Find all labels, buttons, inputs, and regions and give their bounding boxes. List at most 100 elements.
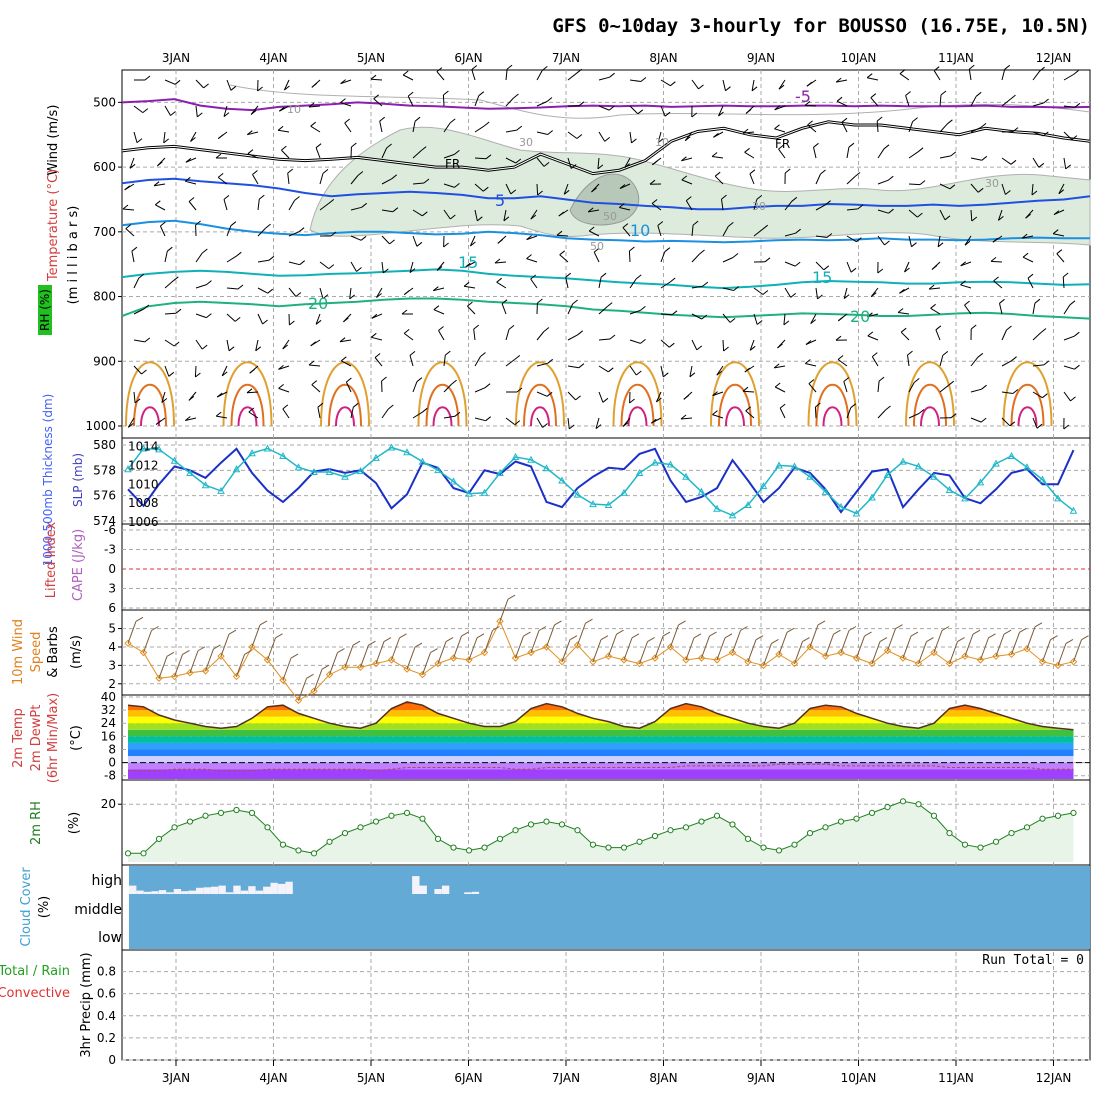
wind-barb-flag bbox=[250, 110, 257, 115]
wind-barb-flag bbox=[386, 143, 392, 149]
wind-barb bbox=[257, 259, 269, 263]
wind-barb-flag bbox=[975, 91, 982, 97]
wind-barb-flag bbox=[711, 152, 718, 157]
wind-barb-flag bbox=[854, 172, 861, 177]
wind-barb-flag bbox=[1069, 300, 1076, 306]
wind10-barb-flag bbox=[461, 631, 469, 637]
wind-barb bbox=[412, 381, 418, 393]
wind-barb bbox=[1032, 417, 1038, 429]
wind-barb-flag bbox=[1042, 131, 1049, 137]
wind-barb-flag bbox=[463, 281, 470, 287]
cloud-level-label: middle bbox=[74, 902, 122, 918]
wind-barb bbox=[598, 105, 610, 111]
wind-barb bbox=[226, 79, 232, 91]
wind-barb-flag bbox=[124, 185, 131, 191]
wind10-ylabel: (m/s) bbox=[69, 635, 84, 669]
wind-barb bbox=[379, 121, 383, 133]
wind-barb bbox=[310, 125, 321, 133]
slp-tick-label: 1008 bbox=[128, 496, 159, 510]
wind-barb-flag bbox=[423, 178, 430, 184]
wind-barb bbox=[939, 209, 946, 221]
wind-barb bbox=[598, 338, 611, 341]
rh2m-point bbox=[202, 812, 209, 819]
wind10-tick-label: 3 bbox=[108, 658, 116, 672]
wind-barb bbox=[565, 277, 569, 289]
wind-barb bbox=[1032, 131, 1044, 137]
wind-barb-flag bbox=[588, 226, 595, 232]
wind-barb bbox=[598, 131, 606, 142]
wind-barb bbox=[877, 209, 889, 214]
wind-barb bbox=[836, 100, 848, 107]
wind-barb-flag bbox=[808, 379, 815, 384]
wind10-barb bbox=[1073, 639, 1082, 662]
wind-barb bbox=[814, 406, 817, 419]
wind-barb-flag bbox=[184, 416, 191, 421]
wind-barb bbox=[505, 157, 517, 164]
wind-barb-flag bbox=[161, 398, 168, 403]
wind-barb bbox=[536, 183, 539, 196]
wind-barb-flag bbox=[340, 98, 346, 103]
wind10-barb bbox=[608, 634, 617, 657]
wind-barb-flag bbox=[443, 242, 449, 248]
rh2m-point bbox=[729, 821, 736, 828]
wind-barb-flag bbox=[911, 242, 917, 248]
wind-barb-flag bbox=[136, 138, 143, 143]
wind-barb bbox=[190, 131, 197, 142]
rh2m-point bbox=[1023, 824, 1031, 831]
wind-barb-flag bbox=[172, 276, 179, 282]
wind-barb bbox=[778, 79, 786, 90]
wind-barb bbox=[990, 260, 1003, 263]
wind-barb-flag bbox=[526, 235, 532, 240]
wind-barb bbox=[815, 261, 825, 271]
wind-barb-flag bbox=[506, 64, 513, 70]
wind-barb-flag bbox=[1005, 190, 1011, 195]
rh2m-point bbox=[186, 818, 194, 825]
wind-barb bbox=[871, 356, 879, 367]
wind-barb bbox=[217, 176, 228, 185]
wind-barb bbox=[598, 391, 604, 403]
wind-barb-flag bbox=[284, 85, 290, 91]
wind-barb-flag bbox=[1010, 159, 1017, 165]
wind-barb bbox=[278, 365, 290, 370]
wind-barb-flag bbox=[371, 313, 378, 319]
wind-barb-flag bbox=[640, 306, 646, 311]
rh2m-point bbox=[915, 801, 922, 808]
wind-barb-flag bbox=[188, 396, 195, 401]
wind-barb bbox=[843, 287, 848, 299]
wind-barb bbox=[371, 336, 383, 341]
wind-barb-flag bbox=[624, 163, 631, 168]
wind-barb-flag bbox=[774, 105, 781, 111]
wind-barb-flag bbox=[155, 420, 162, 425]
wind-barb-flag bbox=[381, 376, 387, 382]
cloud-high-bar bbox=[240, 890, 249, 894]
temp2m-label: 2m Temp bbox=[11, 708, 26, 768]
wind-barb-flag bbox=[691, 112, 698, 118]
wind-speed-panel bbox=[121, 609, 1091, 696]
wind-barb-flag bbox=[217, 173, 224, 178]
wind-barb-flag bbox=[1065, 164, 1072, 170]
wind-barb-flag bbox=[960, 280, 966, 286]
x-tick-label-top: 4JAN bbox=[259, 51, 287, 65]
wind-barb-flag bbox=[712, 391, 718, 396]
wind-barb bbox=[133, 308, 145, 315]
wind-barb bbox=[412, 150, 422, 159]
wind-barb-flag bbox=[265, 223, 271, 229]
wind-barb-flag bbox=[701, 314, 708, 320]
wind-barb bbox=[722, 226, 729, 237]
wind-barb bbox=[505, 97, 514, 107]
wind-barb-flag bbox=[764, 257, 771, 263]
wind-barb-flag bbox=[153, 181, 160, 187]
wind-barb-flag bbox=[968, 64, 975, 70]
wind-barb bbox=[712, 156, 724, 159]
wind-barb bbox=[442, 94, 445, 107]
rh2m-point bbox=[419, 815, 426, 822]
cloud-high-bar bbox=[233, 885, 241, 894]
rh2m-point bbox=[512, 827, 519, 834]
wind-barb-flag bbox=[883, 144, 890, 150]
wind-barb-flag bbox=[790, 293, 797, 298]
wind-barb bbox=[443, 415, 455, 419]
wind-barb-flag bbox=[508, 325, 515, 330]
wind-barb bbox=[283, 79, 290, 91]
wind-barb bbox=[536, 362, 548, 367]
wind-barb-flag bbox=[575, 395, 581, 401]
